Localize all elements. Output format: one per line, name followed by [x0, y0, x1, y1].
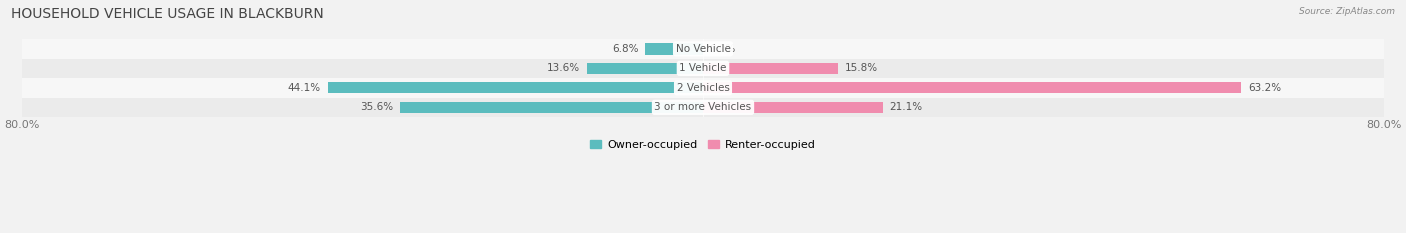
- Bar: [22, 78, 1384, 98]
- Bar: [22, 39, 1384, 59]
- Bar: [399, 102, 703, 113]
- Text: 2 Vehicles: 2 Vehicles: [676, 83, 730, 93]
- Bar: [22, 59, 1384, 78]
- Text: 44.1%: 44.1%: [288, 83, 321, 93]
- Bar: [703, 63, 838, 74]
- Bar: [328, 82, 703, 93]
- Text: 6.8%: 6.8%: [612, 44, 638, 54]
- Text: 1 Vehicle: 1 Vehicle: [679, 63, 727, 73]
- Text: 21.1%: 21.1%: [890, 102, 922, 112]
- Bar: [703, 102, 883, 113]
- Bar: [22, 98, 1384, 117]
- Text: 13.6%: 13.6%: [547, 63, 581, 73]
- Text: 0.0%: 0.0%: [710, 44, 737, 54]
- Text: No Vehicle: No Vehicle: [675, 44, 731, 54]
- Bar: [703, 82, 1241, 93]
- Text: Source: ZipAtlas.com: Source: ZipAtlas.com: [1299, 7, 1395, 16]
- Bar: [588, 63, 703, 74]
- Text: 15.8%: 15.8%: [845, 63, 877, 73]
- Text: 63.2%: 63.2%: [1249, 83, 1281, 93]
- Bar: [645, 43, 703, 55]
- Legend: Owner-occupied, Renter-occupied: Owner-occupied, Renter-occupied: [586, 135, 820, 154]
- Text: HOUSEHOLD VEHICLE USAGE IN BLACKBURN: HOUSEHOLD VEHICLE USAGE IN BLACKBURN: [11, 7, 323, 21]
- Text: 3 or more Vehicles: 3 or more Vehicles: [654, 102, 752, 112]
- Text: 35.6%: 35.6%: [360, 102, 394, 112]
